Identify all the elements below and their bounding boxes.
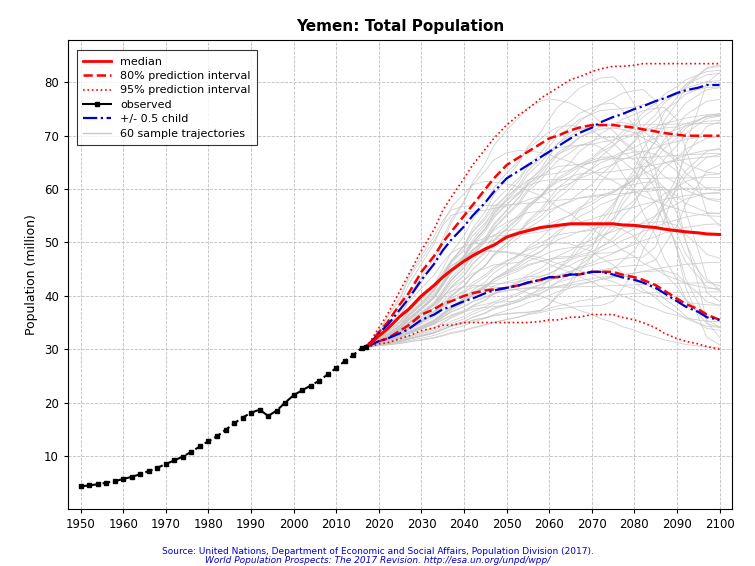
Text: World Population Prospects: The 2017 Revision. http://esa.un.org/unpd/wpp/: World Population Prospects: The 2017 Rev… [205, 556, 550, 565]
Text: Source: United Nations, Department of Economic and Social Affairs, Population Di: Source: United Nations, Department of Ec… [162, 547, 593, 556]
Y-axis label: Population (million): Population (million) [26, 214, 39, 335]
Legend: median, 80% prediction interval, 95% prediction interval, observed, +/- 0.5 chil: median, 80% prediction interval, 95% pre… [77, 50, 257, 145]
Title: Yemen: Total Population: Yemen: Total Population [296, 19, 504, 35]
